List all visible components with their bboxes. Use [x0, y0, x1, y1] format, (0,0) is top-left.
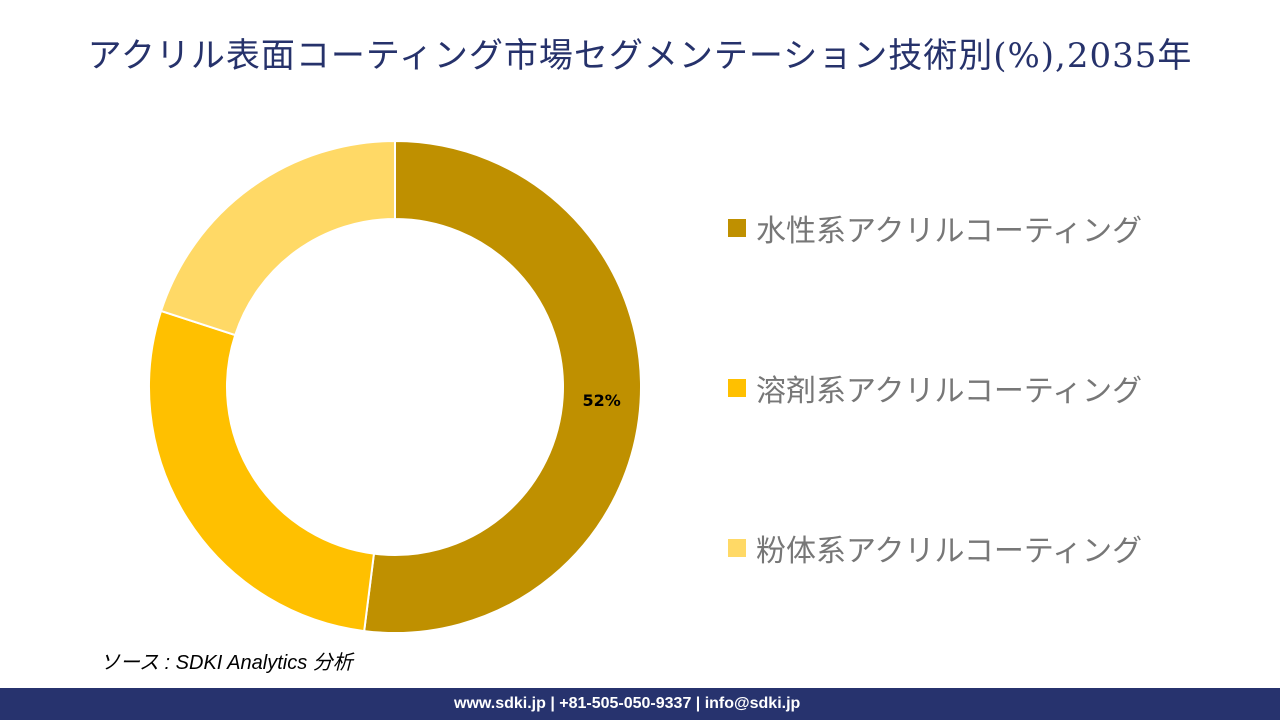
donut-slice [159, 139, 396, 337]
data-label: 52% [582, 391, 620, 410]
legend-label: 水性系アクリルコーティング [756, 214, 1143, 249]
legend-swatch [728, 219, 746, 237]
footer-contact: www.sdki.jp | +81-505-050-9337 | info@sd… [454, 695, 801, 712]
legend-label: 溶剤系アクリルコーティング [756, 374, 1143, 409]
legend-item: 水性系アクリルコーティング [728, 206, 1142, 250]
legend-label: 粉体系アクリルコーティング [756, 534, 1143, 569]
donut-slice [363, 139, 642, 634]
legend-item: 溶剤系アクリルコーティング [728, 366, 1142, 410]
chart-title: アクリル表面コーティング市場セグメンテーション技術別(%),2035年 [87, 36, 1193, 76]
source-note: ソース : SDKI Analytics 分析 [100, 652, 353, 674]
footer-bar: www.sdki.jp | +81-505-050-9337 | info@sd… [0, 688, 1280, 720]
legend-item: 粉体系アクリルコーティング [728, 526, 1142, 570]
legend-swatch [728, 379, 746, 397]
legend-swatch [728, 539, 746, 557]
donut-slice [148, 309, 376, 633]
